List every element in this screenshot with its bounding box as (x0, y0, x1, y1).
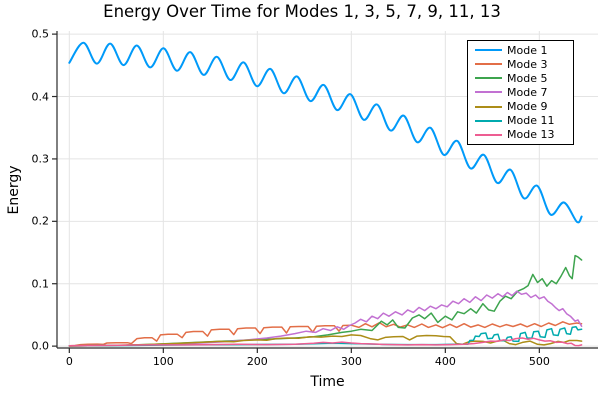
y-tick-label: 0.5 (31, 27, 50, 41)
legend-item-mode-5: Mode 5 (475, 72, 573, 85)
y-tick-label: 0.0 (31, 339, 50, 353)
legend-item-mode-1: Mode 1 (475, 44, 573, 57)
legend-item-mode-3: Mode 3 (475, 58, 573, 71)
x-axis-label: Time (310, 374, 345, 390)
legend-item-mode-11: Mode 11 (475, 114, 573, 127)
y-tick-label: 0.4 (31, 90, 50, 104)
series-line-mode-7 (68, 290, 583, 347)
legend-line-swatch (475, 77, 502, 80)
legend-item-mode-7: Mode 7 (475, 86, 573, 99)
legend-label: Mode 11 (507, 114, 555, 128)
legend-item-mode-9: Mode 9 (475, 100, 573, 113)
series-line-mode-1 (68, 41, 583, 224)
series-line-mode-13 (68, 337, 583, 347)
x-tick-label: 200 (246, 355, 268, 368)
y-tick-label: 0.2 (31, 214, 50, 228)
x-tick-label: 100 (152, 355, 174, 368)
legend-label: Mode 5 (507, 71, 548, 85)
x-tick-label: 500 (528, 355, 550, 368)
chart-title: Energy Over Time for Modes 1, 3, 5, 7, 9… (103, 2, 501, 21)
legend-line-swatch (475, 119, 502, 122)
series-line-mode-5 (68, 254, 583, 347)
legend-item-mode-13: Mode 13 (475, 128, 573, 141)
legend-line-swatch (475, 133, 502, 136)
legend-line-swatch (475, 105, 502, 108)
legend-label: Mode 1 (507, 43, 548, 57)
legend-label: Mode 3 (507, 57, 548, 71)
legend-line-swatch (475, 63, 502, 66)
y-tick-label: 0.3 (31, 152, 50, 166)
x-tick-label: 0 (65, 355, 73, 368)
x-tick-label: 300 (340, 355, 362, 368)
legend-label: Mode 7 (507, 85, 548, 99)
series-line-mode-3 (68, 321, 583, 347)
y-axis-label: Energy (6, 165, 22, 215)
legend-box: Mode 1 Mode 3 Mode 5 Mode 7 Mode 9 Mode … (467, 40, 574, 145)
legend-line-swatch (475, 49, 502, 52)
legend-label: Mode 9 (507, 100, 548, 114)
legend-line-swatch (475, 91, 502, 94)
y-tick-label: 0.1 (31, 277, 50, 291)
series-line-mode-9 (68, 334, 583, 347)
legend-label: Mode 13 (507, 128, 555, 142)
x-tick-label: 400 (434, 355, 456, 368)
